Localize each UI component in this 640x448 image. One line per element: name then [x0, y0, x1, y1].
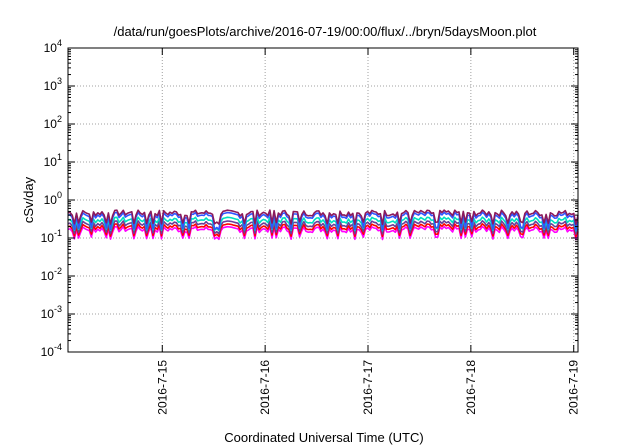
y-tick-label: 10-2	[41, 266, 62, 283]
series-group	[67, 209, 579, 241]
y-tick-label: 10-3	[41, 304, 62, 321]
x-tick-label: 2016-7-15	[155, 360, 169, 415]
series-line-4	[67, 211, 579, 231]
y-axis: 104 103 102 101 100 10-1 10-2 10-3 10-4	[41, 38, 578, 359]
series-line-1	[67, 223, 579, 238]
x-axis: 2016-7-15 2016-7-16 2016-7-17 2016-7-18 2016…	[155, 48, 581, 415]
chart-title: /data/run/goesPlots/archive/2016-07-19/0…	[114, 24, 537, 39]
x-axis-label: Coordinated Universal Time (UTC)	[224, 430, 423, 445]
y-axis-label: cSv/day	[21, 176, 36, 223]
y-tick-label: 10-1	[41, 228, 62, 245]
y-tick-label: 100	[44, 190, 62, 207]
x-tick-label: 2016-7-16	[258, 360, 272, 415]
series-line-0	[67, 225, 579, 241]
x-tick-label: 2016-7-18	[464, 360, 478, 415]
series-line-5	[67, 209, 579, 226]
y-tick-label: 102	[44, 114, 62, 131]
y-tick-label: 104	[44, 38, 62, 55]
series-line-2	[67, 220, 579, 235]
y-tick-label: 10-4	[41, 342, 62, 359]
x-tick-label: 2016-7-19	[567, 360, 581, 415]
series-line-3	[67, 216, 579, 232]
y-tick-label: 103	[44, 76, 62, 93]
y-tick-label: 101	[44, 152, 62, 169]
grid	[68, 48, 578, 352]
x-tick-label: 2016-7-17	[361, 360, 375, 415]
